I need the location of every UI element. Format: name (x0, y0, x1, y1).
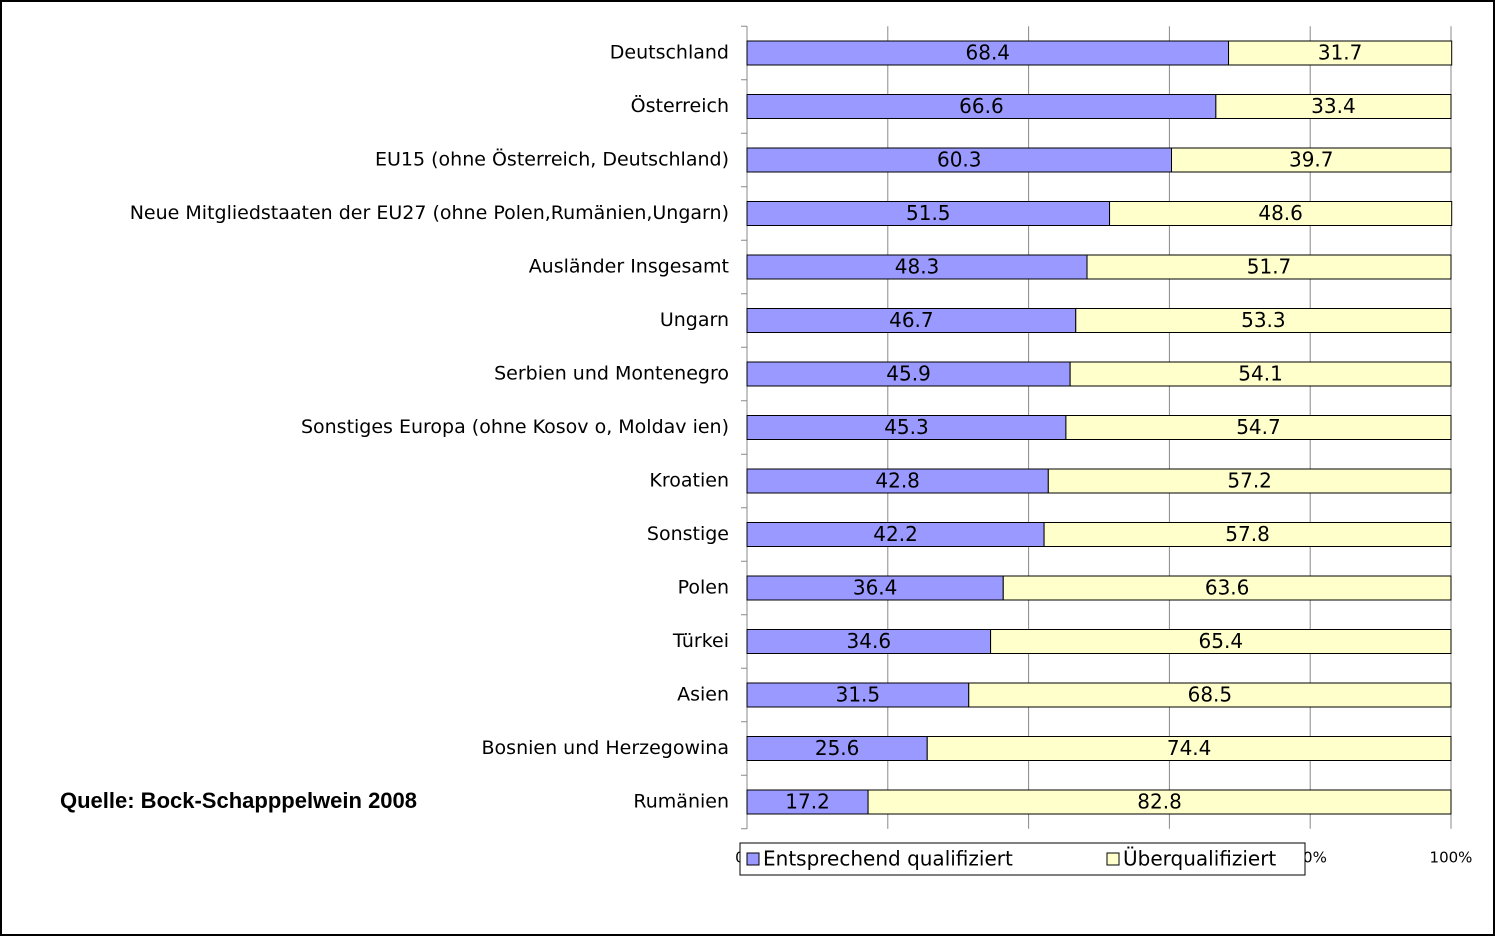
bar-segment (1043, 522, 1452, 547)
data-label: 66.6 (959, 94, 1004, 118)
bar-segment (746, 629, 992, 654)
bar-segment (746, 415, 1067, 440)
legend-label: Entsprechend qualifiziert (763, 847, 1013, 871)
bar-segment (746, 682, 970, 708)
y-tick-label: Neue Mitgliedstaaten der EU27 (ohne Pole… (130, 202, 729, 224)
y-tick-label: Ausländer Insgesamt (529, 256, 729, 278)
data-label: 82.8 (1137, 790, 1182, 814)
bar-segment (746, 575, 1004, 601)
bar-segment (746, 254, 1088, 280)
legend-box (739, 842, 1306, 876)
data-label: 74.4 (1167, 736, 1212, 760)
data-label: 25.6 (815, 736, 860, 760)
bar-segment (746, 522, 1045, 547)
data-label: 42.8 (875, 469, 920, 493)
data-label: 51.7 (1247, 255, 1292, 279)
bar-segment (1228, 40, 1453, 66)
x-tick-label: 100% (1430, 849, 1473, 867)
data-label: 68.5 (1188, 683, 1233, 707)
data-label: 65.4 (1199, 629, 1244, 653)
data-label: 46.7 (889, 308, 934, 332)
data-label: 34.6 (847, 629, 892, 653)
data-label: 68.4 (966, 41, 1011, 65)
data-label: 45.9 (886, 362, 931, 386)
y-tick-label: Bosnien und Herzegowina (482, 737, 729, 759)
legend-label: Überqualifiziert (1123, 847, 1276, 871)
data-label: 60.3 (937, 148, 982, 172)
y-tick-label: Deutschland (610, 42, 729, 64)
y-tick-label: Sonstige (647, 523, 729, 545)
bar-segment (1171, 147, 1452, 173)
data-label: 48.6 (1258, 201, 1303, 225)
y-tick-label: Sonstiges Europa (ohne Kosov o, Moldav i… (301, 416, 729, 438)
legend-marker (1106, 852, 1120, 866)
y-tick-label: Rumänien (633, 791, 729, 813)
bar-segment (746, 308, 1077, 333)
bar-segment (746, 147, 1173, 173)
data-label: 53.3 (1241, 308, 1286, 332)
y-tick-label: Polen (678, 577, 729, 599)
data-label: 31.7 (1318, 41, 1363, 65)
data-label: 54.7 (1236, 415, 1281, 439)
y-tick-label: Serbien und Montenegro (494, 363, 729, 385)
bar-segment (867, 789, 1452, 815)
bar-segment (1215, 94, 1452, 119)
y-tick-label: Österreich (631, 94, 729, 117)
data-label: 57.2 (1227, 469, 1272, 493)
data-label: 17.2 (785, 790, 830, 814)
y-tick-label: Kroatien (649, 470, 729, 492)
bar-segment (1069, 361, 1452, 387)
bar-segment (746, 789, 869, 815)
data-label: 51.5 (906, 201, 951, 225)
data-label: 63.6 (1205, 576, 1250, 600)
bar-segment (1086, 254, 1452, 280)
data-label: 39.7 (1289, 148, 1334, 172)
bar-segment (746, 94, 1217, 119)
data-label: 36.4 (853, 576, 898, 600)
bar-segment (746, 40, 1230, 66)
bar-segment (746, 201, 1111, 226)
bar-segment (990, 629, 1452, 654)
data-label: 54.1 (1238, 362, 1283, 386)
bar-segment (1002, 575, 1452, 601)
data-label: 31.5 (836, 683, 881, 707)
data-label: 48.3 (895, 255, 940, 279)
y-tick-label: EU15 (ohne Österreich, Deutschland) (375, 148, 729, 171)
data-label: 45.3 (884, 415, 929, 439)
bar-segment (1065, 415, 1452, 440)
data-label: 33.4 (1311, 94, 1356, 118)
data-label: 42.2 (873, 522, 918, 546)
bar-segment (746, 736, 928, 761)
y-tick-label: Asien (677, 684, 729, 706)
bar-segment (746, 361, 1071, 387)
legend-marker (746, 852, 760, 866)
bar-segment (1075, 308, 1452, 333)
bar-segment (1047, 468, 1452, 494)
bar-segment (926, 736, 1452, 761)
bar-segment (1109, 201, 1453, 226)
source-note: Quelle: Bock-Schapppelwein 2008 (60, 788, 417, 813)
y-tick-label: Ungarn (660, 309, 729, 331)
data-label: 57.8 (1225, 522, 1270, 546)
y-tick-label: Türkei (672, 630, 729, 652)
bar-segment (968, 682, 1452, 708)
